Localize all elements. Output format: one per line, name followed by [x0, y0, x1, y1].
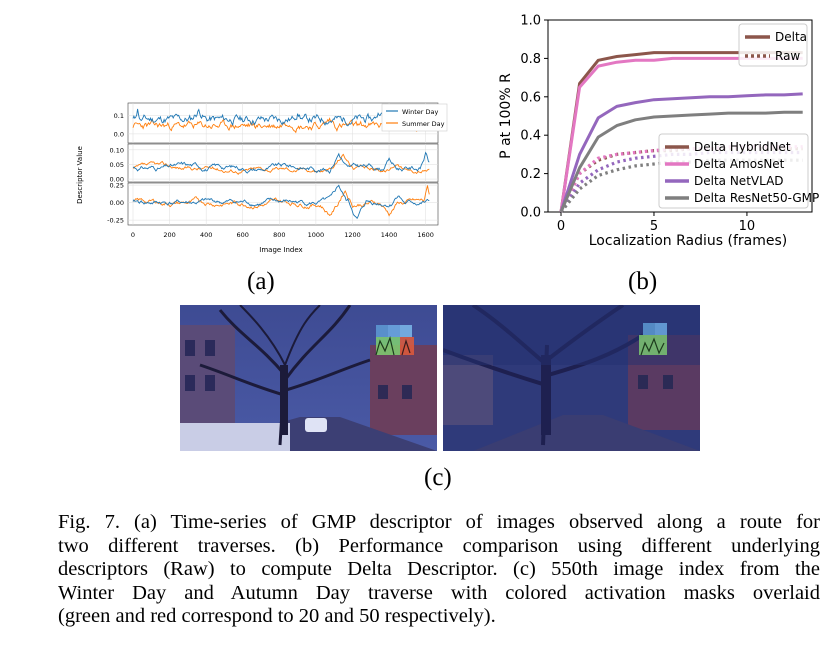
figure-b-chart: 0.0 0.2 0.4 0.6 0.8 1.0 0 5 10 P at 100% R Localiz…: [490, 6, 825, 261]
x-tick-label: 0: [131, 231, 135, 239]
y-tick-label: 0.4: [520, 129, 541, 144]
legend-label: Delta NetVLAD: [694, 174, 784, 188]
legend-models: Delta HybridNet Delta AmosNet Delta NetVLA…: [659, 134, 819, 208]
winter-street-scene: [180, 305, 437, 451]
x-tick-label: 1400: [381, 231, 398, 239]
sublabel-b: (b): [628, 268, 657, 296]
fig-a-xlabel: Image Index: [259, 246, 302, 254]
fig-a-ylabel: Descriptor Value: [76, 146, 84, 204]
x-tick-label: 200: [163, 231, 175, 239]
legend-label: Delta AmosNet: [694, 157, 785, 171]
autumn-activation-mask: [639, 323, 667, 355]
winter-activation-mask: [376, 325, 414, 355]
y-tick-label: 0.25: [110, 182, 124, 190]
y-tick-label: 0.05: [110, 161, 124, 169]
x-tick-label: 0: [557, 219, 565, 234]
x-tick-label: 10: [739, 219, 756, 234]
figure-a-timeseries: 0.10.00.100.050.000.250.00-0.250 200 400 60…: [70, 95, 455, 255]
legend-label: Delta HybridNet: [694, 140, 791, 154]
x-tick-label: 800: [273, 231, 285, 239]
y-tick-label: -0.25: [107, 217, 124, 225]
fig-a-legend-winter: Winter Day: [402, 108, 438, 116]
caption-line: descriptors (Raw) to compute Delta Descr…: [58, 558, 820, 582]
fig-a-legend: Winter Day Summer Day: [382, 104, 447, 131]
caption-line: (green and red correspond to 20 and 50 r…: [58, 605, 820, 629]
y-tick-label: 0.2: [520, 167, 541, 182]
figure-caption: Fig. 7. (a) Time-series of GMP descripto…: [58, 511, 820, 629]
legend-label: Raw: [775, 49, 800, 63]
fig-a-legend-summer: Summer Day: [402, 120, 445, 128]
x-tick-label: 400: [200, 231, 212, 239]
x-tick-label: 5: [650, 219, 658, 234]
legend-label: Delta ResNet50-GMP: [694, 191, 819, 205]
x-axis-label: Localization Radius (frames): [589, 233, 788, 249]
subplot-frame: [128, 183, 438, 225]
y-tick-label: 0.0: [114, 130, 124, 138]
autumn-day-photo: [443, 305, 700, 451]
x-tick-label: 600: [237, 231, 249, 239]
y-tick-label: 0.0: [520, 206, 541, 221]
winter-day-photo: [180, 305, 437, 451]
caption-line: Fig. 7. (a) Time-series of GMP descripto…: [58, 511, 820, 535]
legend-label: Delta: [775, 30, 807, 44]
x-tick-label: 1000: [308, 231, 325, 239]
x-tick-label: 1200: [344, 231, 361, 239]
sublabel-a: (a): [247, 268, 275, 296]
caption-line: Winter Day and Autumn Day traverse with …: [58, 582, 820, 606]
y-tick-label: 1.0: [520, 14, 541, 29]
caption-line: two different traverses. (b) Performance…: [58, 535, 820, 559]
y-tick-label: 0.00: [110, 199, 124, 207]
y-axis-label: P at 100% R: [498, 73, 514, 159]
legend-style: Delta Raw: [739, 24, 807, 66]
sublabel-c: (c): [424, 464, 452, 492]
autumn-street-scene: [443, 305, 700, 451]
x-tick-label: 1600: [417, 231, 434, 239]
y-tick-label: 0.10: [110, 146, 124, 154]
y-tick-label: 0.8: [520, 52, 541, 67]
y-tick-label: 0.6: [520, 90, 541, 105]
y-tick-label: 0.1: [114, 112, 124, 120]
